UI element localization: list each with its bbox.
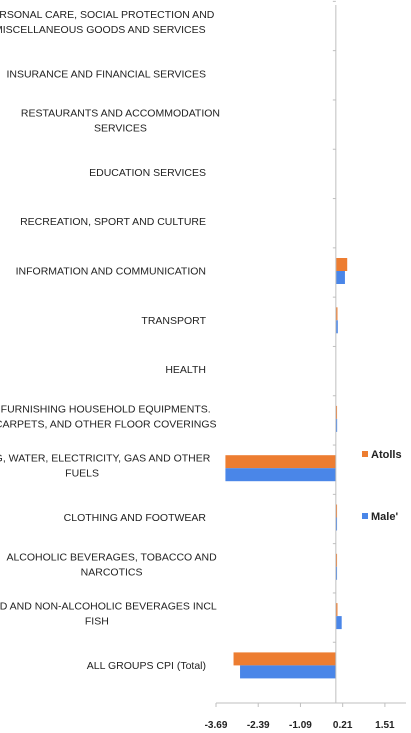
bar-atolls-6	[335, 307, 338, 321]
bars	[225, 258, 348, 679]
x-tick-label: 0.21	[333, 720, 353, 731]
bar-atolls-5	[335, 258, 348, 271]
x-tick-label: 1.51	[375, 720, 395, 731]
axes	[215, 0, 406, 707]
bar-male-10	[335, 517, 338, 531]
category-label: HEALTH	[165, 364, 206, 376]
bar-atolls-9	[225, 455, 336, 469]
category-label: FURNISHING HOUSEHOLD EQUIPMENTS. CARPETS,…	[0, 403, 217, 430]
bar-atolls-8	[335, 405, 338, 419]
category-label: INSURANCE AND FINANCIAL SERVICES	[6, 68, 206, 80]
bar-male-8	[335, 418, 338, 432]
category-label: TRANSPORT	[141, 315, 206, 327]
category-label: RECREATION, SPORT AND CULTURE	[20, 216, 206, 228]
category-label: CLOTHING AND FOOTWEAR	[64, 512, 207, 524]
x-tick-labels: -3.69 -2.39 -1.09 0.21 1.51	[205, 720, 395, 731]
bar-atolls-11	[335, 553, 338, 567]
bar-male-9	[225, 468, 336, 482]
category-label: PERSONAL CARE, SOCIAL PROTECTION AND MISC…	[0, 9, 215, 36]
category-label: HOUSING, WATER, ELECTRICITY, GAS AND OTH…	[0, 453, 211, 480]
bar-male-11	[335, 566, 338, 580]
x-tick-label: -1.09	[289, 720, 312, 731]
bar-male-6	[335, 320, 338, 334]
category-label: ALCOHOLIC BEVERAGES, TOBACCO AND NARCOTIC…	[6, 551, 217, 578]
bar-male-12	[335, 616, 342, 630]
bar-atolls-12	[335, 603, 338, 617]
legend-swatch-0	[362, 451, 368, 457]
legend-label-0: Atolls	[371, 449, 402, 461]
category-label: ALL GROUPS CPI (Total)	[87, 660, 206, 672]
bar-atolls-13	[233, 652, 336, 666]
category-label: FOOD AND NON-ALCOHOLIC BEVERAGES INCL FIS…	[0, 601, 217, 628]
category-labels: PERSONAL CARE, SOCIAL PROTECTION AND MISC…	[0, 9, 220, 672]
category-label: RESTAURANTS AND ACCOMMODATION SERVICES	[21, 108, 220, 135]
x-tick-label: -2.39	[247, 720, 270, 731]
legend: Atolls Male'	[362, 449, 402, 523]
legend-label-1: Male'	[371, 511, 398, 523]
x-tick-label: -3.69	[205, 720, 228, 731]
legend-swatch-1	[362, 513, 368, 519]
bar-male-13	[240, 665, 336, 679]
bar-male-5	[335, 271, 345, 284]
category-label: INFORMATION AND COMMUNICATION	[16, 266, 206, 278]
bar-atolls-10	[335, 504, 338, 518]
category-label: EDUCATION SERVICES	[89, 167, 206, 179]
